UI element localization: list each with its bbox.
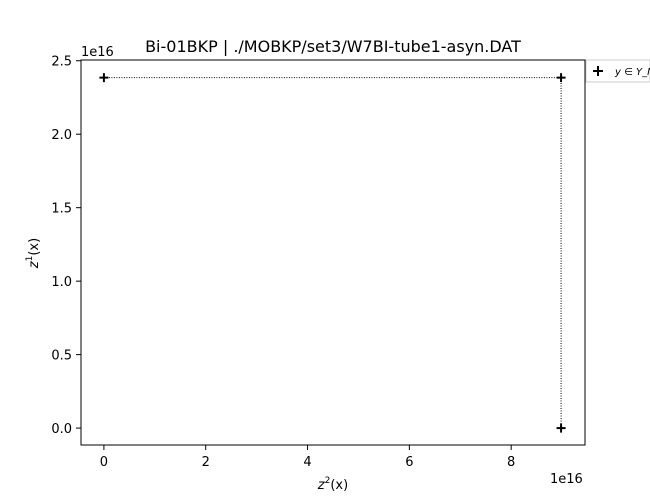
y-axis-label-base: z [27, 260, 42, 269]
y-tick-label: 2.0 [51, 128, 72, 143]
y-axis-label-sup: 1 [25, 256, 35, 262]
y-tick-label: 1.5 [51, 202, 72, 217]
x-tick-label: 2 [202, 455, 210, 470]
x-axis-label-arg: (x) [330, 478, 348, 493]
chart-title: Bi-01BKP | ./MOBKP/set3/W7BI-tube1-asyn.… [145, 37, 521, 56]
y-tick-label: 2.5 [51, 55, 72, 70]
data-point [99, 73, 109, 83]
x-tick-label: 6 [405, 455, 413, 470]
legend: y ∈ Y_N [585, 59, 650, 83]
x-axis-label-sup: 2 [325, 476, 331, 486]
x-tick-label: 8 [507, 455, 515, 470]
x-tick-label: 0 [100, 455, 108, 470]
plot-frame [80, 59, 586, 446]
legend-marker [593, 66, 603, 76]
legend-box [585, 59, 650, 83]
y-tick-label: 0.5 [51, 349, 72, 364]
y-axis: 0.0 0.5 1.0 1.5 2.0 2.5 [51, 55, 81, 437]
x-axis: 0 2 4 6 8 [100, 445, 515, 470]
y-axis-label-arg: (x) [27, 238, 42, 256]
y-axis-label: z1(x) [25, 238, 42, 269]
y-offset-label: 1e16 [81, 45, 114, 60]
legend-entry-label: y ∈ Y_N [614, 67, 650, 78]
data-point [556, 423, 566, 433]
x-axis-label-base: z [317, 478, 326, 493]
data-point [556, 73, 566, 83]
x-tick-label: 4 [303, 455, 311, 470]
y-tick-label: 1.0 [51, 275, 72, 290]
connector-line [103, 77, 562, 429]
x-offset-label: 1e16 [550, 472, 583, 487]
y-tick-label: 0.0 [51, 422, 72, 437]
x-axis-label: z2(x) [317, 476, 348, 493]
plot-area [99, 73, 566, 433]
